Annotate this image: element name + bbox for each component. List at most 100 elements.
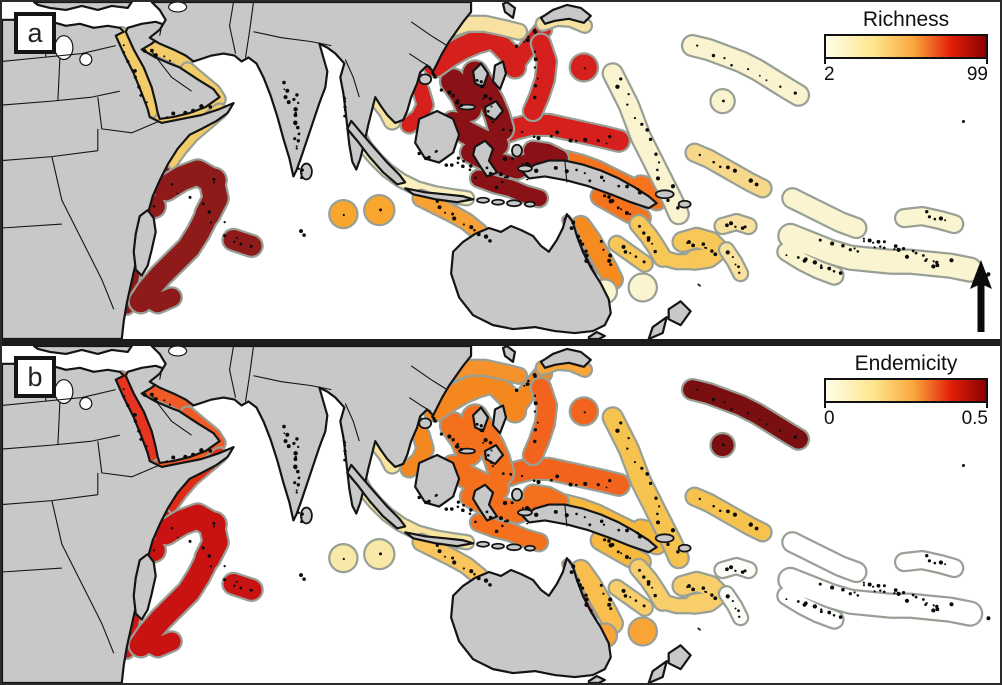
region-red-sea bbox=[114, 26, 161, 119]
island-flores bbox=[491, 542, 505, 550]
legend-richness-ticks bbox=[824, 59, 988, 64]
land-mindanao bbox=[483, 444, 505, 466]
region-bonin-chain bbox=[521, 32, 559, 123]
panel-a-letter: a bbox=[27, 17, 43, 48]
landmasses bbox=[2, 346, 692, 683]
land-australia bbox=[450, 213, 612, 335]
island-bougainville bbox=[677, 199, 692, 209]
land-korea bbox=[501, 2, 517, 19]
reef-dots bbox=[122, 28, 991, 287]
island-hainan bbox=[418, 417, 433, 430]
island-tanimbar bbox=[524, 200, 536, 208]
land-nz-north bbox=[667, 300, 692, 327]
land-korea bbox=[501, 346, 517, 363]
land-sulawesi bbox=[471, 139, 499, 178]
reef-dots bbox=[122, 372, 991, 631]
land-nz-north bbox=[667, 644, 692, 671]
island-palawan bbox=[458, 103, 476, 111]
island-halmahera bbox=[511, 143, 523, 158]
country-borders bbox=[2, 2, 568, 310]
panel-divider bbox=[2, 339, 1000, 346]
panel-a-label: a bbox=[14, 12, 56, 54]
legend-endemicity-title: Endemicity bbox=[854, 352, 958, 375]
land-turkey bbox=[32, 346, 133, 356]
region-coral-sea bbox=[569, 558, 625, 635]
legend-richness-title: Richness bbox=[862, 8, 950, 31]
island-hainan bbox=[418, 73, 433, 86]
panel-b-letter: b bbox=[27, 361, 43, 392]
island-tanimbar bbox=[524, 544, 536, 552]
region-polynesia-east bbox=[776, 531, 984, 630]
land-sulawesi bbox=[471, 483, 499, 522]
map-endemicity bbox=[2, 346, 1000, 683]
island-halmahera bbox=[511, 487, 523, 502]
region-persian-gulf bbox=[139, 381, 194, 416]
region-bonin-chain bbox=[521, 376, 559, 467]
legend-endemicity-gradient-bar bbox=[824, 378, 988, 403]
land-japan bbox=[539, 347, 592, 369]
land-japan bbox=[539, 3, 592, 25]
legend-richness-max: 99 bbox=[966, 64, 988, 85]
island-timor bbox=[506, 543, 522, 552]
island-new-britain bbox=[654, 189, 675, 200]
land-sumatra bbox=[346, 463, 407, 530]
land-new-guinea bbox=[521, 503, 658, 554]
land-mindanao bbox=[483, 100, 505, 122]
region-polynesia-east bbox=[776, 187, 984, 286]
water-lake-nile-2 bbox=[79, 52, 93, 67]
region-red-sea bbox=[114, 370, 161, 463]
legend-richness-gradient-bar bbox=[824, 34, 988, 59]
land-java bbox=[404, 531, 475, 548]
panel-a: a Richness 2 99 bbox=[2, 2, 1000, 339]
island-bougainville bbox=[677, 543, 692, 553]
island-sumba bbox=[476, 540, 490, 548]
panel-b: b Endemicity 0 0.5 bbox=[2, 346, 1000, 683]
island-palawan bbox=[458, 447, 476, 455]
legend-endemicity-scale: 0 0.5 bbox=[824, 408, 988, 430]
north-arrow-icon bbox=[970, 260, 992, 332]
legend-endemicity-min: 0 bbox=[824, 408, 835, 429]
land-taiwan bbox=[491, 404, 508, 435]
legend-endemicity: Endemicity 0 0.5 bbox=[824, 352, 988, 430]
island-new-britain bbox=[654, 533, 675, 544]
legend-richness-min: 2 bbox=[824, 64, 835, 85]
water-caspian-sea bbox=[168, 346, 188, 357]
land-madagascar bbox=[132, 553, 157, 621]
land-sumatra bbox=[346, 119, 407, 186]
land-nz-south bbox=[647, 660, 668, 683]
island-ceram bbox=[517, 508, 533, 517]
island-sumba bbox=[476, 196, 490, 204]
legend-endemicity-max: 0.5 bbox=[961, 408, 988, 429]
land-java bbox=[404, 187, 475, 204]
land-nz-south bbox=[647, 316, 668, 339]
island-sri-lanka bbox=[300, 506, 313, 525]
island-sri-lanka bbox=[300, 162, 313, 181]
legend-richness-scale: 2 99 bbox=[824, 64, 988, 86]
island-ceram bbox=[517, 164, 533, 173]
land-taiwan bbox=[491, 60, 508, 91]
legend-endemicity-ticks bbox=[824, 403, 988, 408]
land-madagascar bbox=[132, 209, 157, 277]
region-phoenix-tokelau bbox=[684, 486, 773, 543]
panel-b-label: b bbox=[14, 356, 56, 398]
island-timor bbox=[506, 199, 522, 208]
region-micronesia bbox=[486, 112, 631, 153]
land-turkey bbox=[32, 2, 133, 12]
land-tasmania bbox=[587, 330, 606, 339]
water-lake-nile-2 bbox=[79, 396, 93, 411]
land-australia bbox=[450, 557, 612, 679]
water-caspian-sea bbox=[168, 2, 188, 13]
island-flores bbox=[491, 198, 505, 206]
region-micronesia bbox=[486, 456, 631, 497]
land-borneo bbox=[414, 453, 461, 508]
land-new-guinea bbox=[521, 159, 658, 210]
landmasses bbox=[2, 2, 692, 339]
region-phoenix-tokelau bbox=[684, 142, 773, 199]
legend-richness: Richness 2 99 bbox=[824, 8, 988, 86]
land-tasmania bbox=[587, 674, 606, 683]
land-borneo bbox=[414, 109, 461, 164]
region-persian-gulf bbox=[139, 37, 194, 72]
region-coral-sea bbox=[569, 214, 625, 291]
region-fiji-vanuatu bbox=[607, 557, 730, 617]
